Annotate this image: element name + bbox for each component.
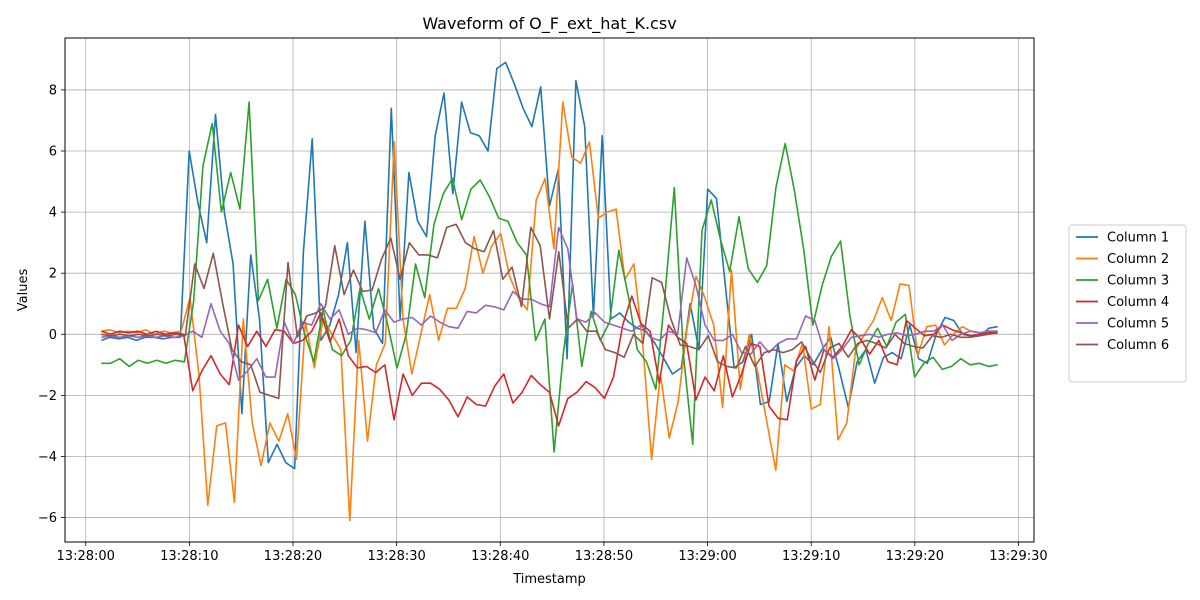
y-tick-label: 2: [49, 267, 57, 282]
x-tick-label: 13:28:10: [160, 549, 218, 564]
legend-entry-label: Column 5: [1107, 317, 1169, 332]
x-tick-label: 13:29:10: [782, 549, 840, 564]
plot-frame: [64, 37, 1035, 543]
y-tick-label: −4: [38, 450, 57, 465]
x-tick-label: 13:29:20: [886, 549, 944, 564]
y-tick-label: 4: [49, 206, 57, 221]
y-tick-label: −6: [38, 511, 57, 526]
x-tick-label: 13:28:20: [264, 549, 322, 564]
series-layer: [101, 61, 998, 522]
grid-lines: [65, 38, 1034, 542]
legend: Column 1 Column 2 Column 3 Column 4 Column 5…: [1068, 224, 1187, 383]
legend-entry-label: Column 4: [1107, 295, 1169, 310]
series-line-column-2: [101, 101, 998, 522]
y-axis-label: Values: [16, 269, 31, 312]
x-tick-label: 13:28:40: [471, 549, 529, 564]
legend-entry-label: Column 1: [1107, 231, 1169, 246]
y-tick-label: 0: [49, 328, 57, 343]
chart-title: Waveform of O_F_ext_hat_K.csv: [422, 14, 676, 34]
series-line-column-3: [101, 101, 998, 453]
y-tick-label: 6: [49, 145, 57, 160]
x-tick-label: 13:29:00: [678, 549, 736, 564]
series-line-column-1: [101, 61, 998, 470]
legend-entry-label: Column 3: [1107, 274, 1169, 289]
x-axis-label: Timestamp: [512, 572, 586, 587]
x-tick-label: 13:29:30: [989, 549, 1047, 564]
series-line-column-4: [101, 295, 998, 427]
y-tick-label: 8: [49, 83, 57, 98]
x-tick-label: 13:28:30: [367, 549, 425, 564]
legend-entry-label: Column 2: [1107, 252, 1169, 267]
legend-entry-label: Column 6: [1107, 338, 1169, 353]
x-tick-label: 13:28:00: [57, 549, 115, 564]
y-tick-label: −2: [38, 389, 57, 404]
legend-box: [1068, 224, 1187, 383]
x-tick-label: 13:28:50: [575, 549, 633, 564]
series-line-column-6: [101, 223, 998, 400]
axis-ticks: 13:28:00 13:28:10 13:28:20 13:28:30 13:28:40…: [38, 83, 1048, 564]
